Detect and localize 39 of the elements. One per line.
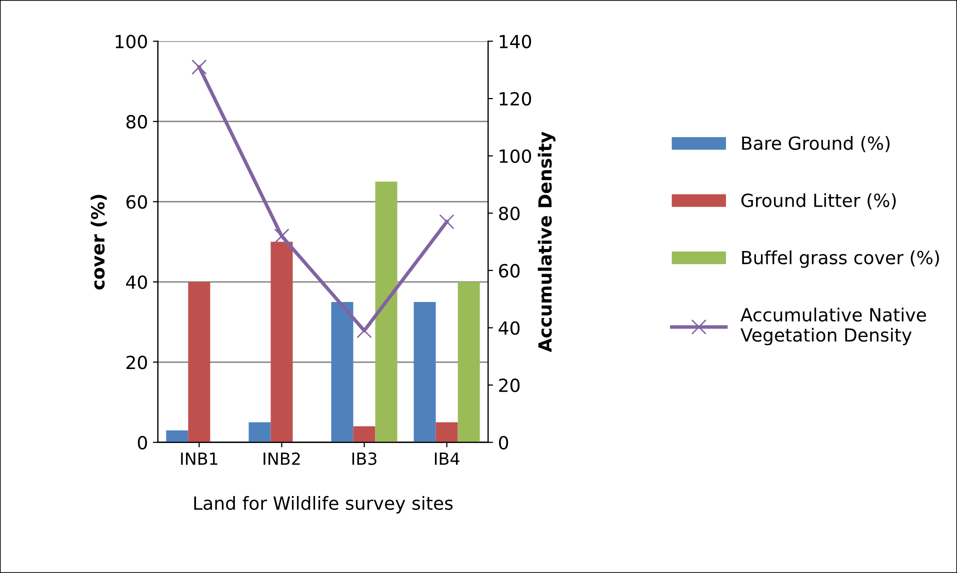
y2-tick-label: 0 bbox=[498, 436, 508, 450]
y-tick-label: 100 bbox=[116, 34, 147, 48]
x-tick-label: INB1 bbox=[181, 452, 218, 465]
bar bbox=[331, 302, 354, 442]
y-tick-label: 60 bbox=[126, 195, 147, 209]
point bbox=[356, 322, 372, 338]
x-axis-title: Land for Wildlife survey sites bbox=[194, 496, 453, 514]
bar bbox=[166, 430, 188, 442]
y-tick-label: 0 bbox=[138, 436, 147, 450]
point bbox=[439, 214, 454, 230]
y2-tick-label: 20 bbox=[499, 378, 520, 392]
bar bbox=[188, 282, 210, 442]
legend-label: Buffel grass cover (%) bbox=[742, 250, 939, 268]
y-tick-label: 40 bbox=[126, 275, 147, 290]
legend-label: Ground Litter (%) bbox=[741, 193, 896, 210]
y-axis-title: cover (%) bbox=[90, 194, 107, 290]
y2-tick-label: 100 bbox=[500, 149, 532, 163]
bar bbox=[353, 426, 376, 442]
x-tick-label: IB3 bbox=[352, 452, 376, 465]
bar bbox=[414, 302, 436, 442]
x-tick-label: INB2 bbox=[264, 452, 300, 465]
bar bbox=[436, 422, 458, 442]
legend-label: Accumulative Native Vegetation Density bbox=[740, 308, 926, 346]
point bbox=[192, 59, 207, 75]
bar bbox=[270, 242, 293, 442]
y-tick-label: 80 bbox=[126, 114, 147, 129]
y2-tick-label: 40 bbox=[498, 321, 520, 335]
legend-label: Bare Ground (%) bbox=[742, 136, 890, 152]
y2-tick-label: 140 bbox=[500, 34, 532, 48]
point bbox=[274, 228, 290, 244]
y2-tick-label: 80 bbox=[499, 206, 520, 220]
bar bbox=[375, 182, 398, 442]
bar bbox=[248, 422, 271, 442]
y2-tick-label: 60 bbox=[499, 264, 520, 278]
y-tick-label: 20 bbox=[126, 356, 147, 370]
y2-axis-title: Accumulative Density bbox=[538, 132, 556, 352]
bar bbox=[458, 282, 480, 442]
y2-tick-label: 120 bbox=[500, 92, 532, 106]
x-tick-label: IB4 bbox=[434, 452, 460, 465]
